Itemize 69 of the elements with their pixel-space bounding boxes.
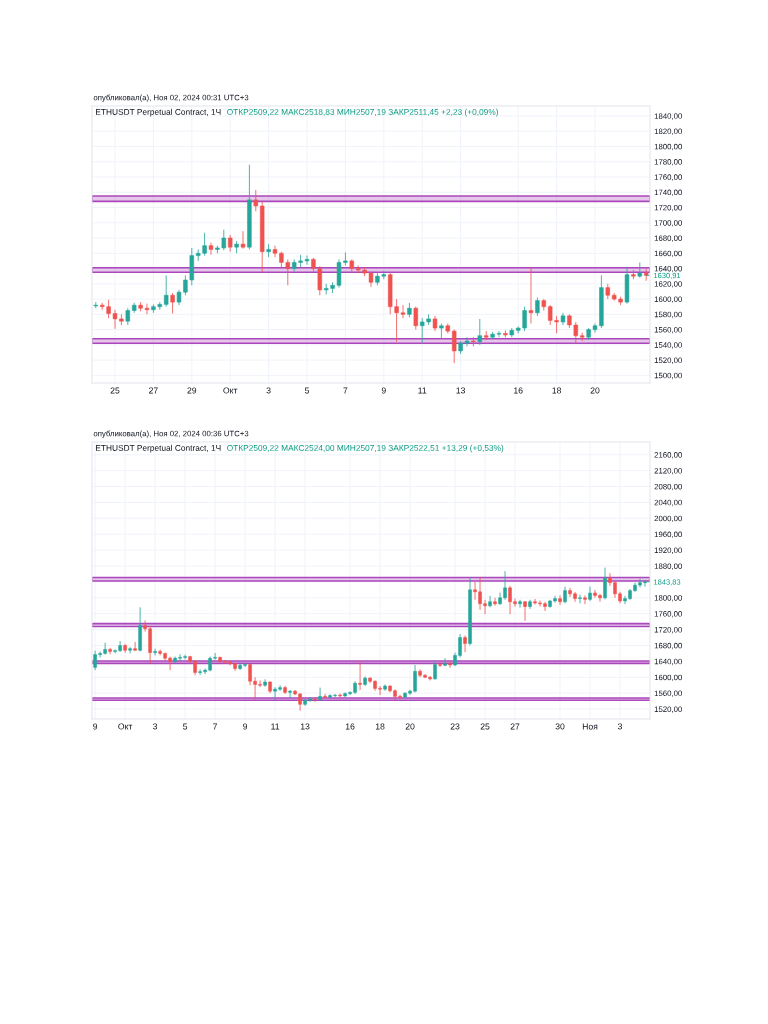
candlestick [439,323,444,340]
chart-title: ETHUSDT Perpetual Contract, 1Ч [96,108,221,117]
candlestick [438,661,442,668]
candlestick [288,689,292,699]
candlestick [433,660,437,681]
candlestick [603,567,607,600]
x-tick-label: 11 [418,387,427,394]
candlestick [588,586,592,602]
x-tick-label: 7 [343,387,348,394]
candlestick [318,687,322,702]
chart-subtitle: ОТКР2509,22 МАКС2524,00 МИН2507,19 ЗАКР2522,51 +13,29 (+0,53%) [227,444,504,453]
x-tick-label: 23 [450,723,460,730]
candlestick [263,678,267,688]
x-tick-label: 18 [375,723,385,730]
candlestick [358,660,362,691]
x-tick-label: 25 [110,387,120,394]
candlestick [452,329,457,364]
candlestick [240,230,246,250]
x-tick-label: Окт [223,387,238,394]
candlestick [153,648,157,656]
x-tick-label: 9 [93,723,98,730]
x-tick-label: 5 [183,723,188,730]
x-tick-label: 9 [243,723,248,730]
candlestick [448,660,452,669]
candlestick [583,594,587,605]
x-tick-label: 20 [405,723,415,730]
x-tick-label: 16 [514,387,523,394]
x-tick-label: 3 [617,723,623,730]
candlestick [518,599,522,609]
candlestick [128,646,132,654]
candlestick [528,267,534,324]
x-tick-label: 30 [555,723,565,730]
candlestick [266,243,271,258]
x-tick-label: 18 [552,387,562,394]
candlestick [493,597,497,607]
x-tick-label: 29 [187,387,197,394]
x-tick-label: 13 [300,723,310,730]
x-tick-label: 7 [213,723,218,730]
x-tick-label: 11 [271,723,280,730]
x-tick-label: 16 [345,723,355,730]
candlestick [313,696,317,703]
candlestick [578,594,582,604]
candlestick [253,189,258,212]
x-tick-label: Окт [118,723,133,730]
candlestick [443,657,447,667]
x-tick-label: 3 [153,723,158,730]
x-tick-label: 3 [266,387,271,394]
candlestick [463,635,467,653]
candlestick [558,594,562,606]
candlestick [323,693,327,700]
chart-title: ETHUSDT Perpetual Contract, 1Ч [96,444,221,453]
candlestick [133,641,137,652]
x-tick-label: 27 [149,387,158,394]
x-tick-label: 13 [456,387,466,394]
candlestick [170,292,175,314]
candlestick [108,647,112,655]
x-tick-label: 9 [381,387,386,394]
x-tick-label: 25 [480,723,490,730]
x-tick-label: 27 [510,723,520,730]
x-tick-label: 20 [590,387,600,394]
candlestick [164,274,169,308]
candlestick [413,306,418,330]
candlestick [477,318,482,346]
x-tick-label: Ноя [582,723,598,730]
candlestick [535,297,540,317]
candlestick [208,242,214,256]
chart-subtitle: ОТКР2509,22 МАКС2518,83 МИН2507,19 ЗАКР2511,45 +2,23 (+0,09%) [227,108,499,117]
x-tick-label: 5 [304,387,310,394]
candlestick [488,595,492,608]
